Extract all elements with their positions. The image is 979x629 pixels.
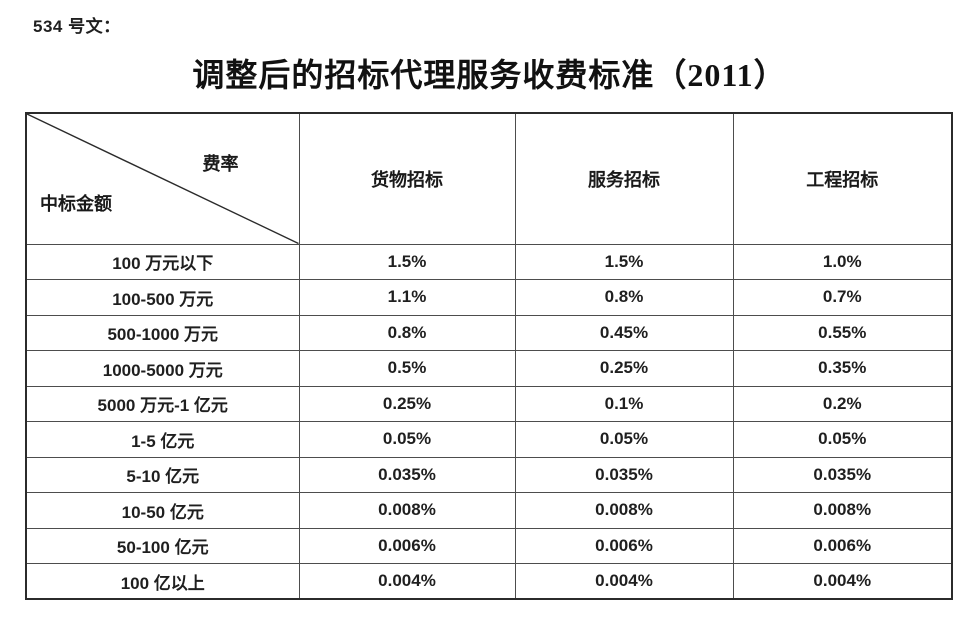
amount-cell: 100 亿以上 <box>25 563 300 600</box>
rate-cell: 1.5% <box>514 243 734 280</box>
rate-cell: 0.004% <box>514 563 734 600</box>
fee-table-body: 100 万元以下 1.5% 1.5% 1.0% 100-500 万元 1.1% 0.8% 0.… <box>25 243 953 600</box>
rate-cell: 0.035% <box>514 456 734 493</box>
rate-cell: 0.05% <box>514 421 734 458</box>
rate-cell: 0.8% <box>514 279 734 316</box>
rate-cell: 0.05% <box>298 421 516 458</box>
amount-cell: 500-1000 万元 <box>25 314 300 351</box>
rate-cell: 0.035% <box>298 456 516 493</box>
rate-cell: 0.55% <box>732 314 953 351</box>
doc-number: 534 号文： <box>33 17 121 36</box>
amount-cell: 100 万元以下 <box>25 243 300 280</box>
table-row: 10-50 亿元 0.008% 0.008% 0.008% <box>25 492 953 529</box>
amount-cell: 10-50 亿元 <box>25 492 300 529</box>
rate-cell: 0.25% <box>298 385 516 422</box>
rate-cell: 0.008% <box>514 492 734 529</box>
rate-cell: 0.25% <box>514 350 734 387</box>
rate-cell: 0.004% <box>732 563 953 600</box>
rate-cell: 0.5% <box>298 350 516 387</box>
table-row: 100 万元以下 1.5% 1.5% 1.0% <box>25 243 953 280</box>
rate-cell: 0.7% <box>732 279 953 316</box>
rate-cell: 0.004% <box>298 563 516 600</box>
corner-header-cell: 费率 中标金额 <box>25 112 300 245</box>
table-row: 100-500 万元 1.1% 0.8% 0.7% <box>25 279 953 316</box>
amount-cell: 1000-5000 万元 <box>25 350 300 387</box>
rate-cell: 0.2% <box>732 385 953 422</box>
table-row: 500-1000 万元 0.8% 0.45% 0.55% <box>25 314 953 351</box>
column-header-goods: 货物招标 <box>298 112 516 245</box>
table-row: 100 亿以上 0.004% 0.004% 0.004% <box>25 563 953 600</box>
rate-cell: 0.05% <box>732 421 953 458</box>
table-row: 5-10 亿元 0.035% 0.035% 0.035% <box>25 456 953 493</box>
rate-cell: 1.5% <box>298 243 516 280</box>
header-row: 费率 中标金额 货物招标 服务招标 工程招标 <box>25 112 953 245</box>
rate-cell: 0.008% <box>732 492 953 529</box>
amount-cell: 5-10 亿元 <box>25 456 300 493</box>
fee-table: 费率 中标金额 货物招标 服务招标 工程招标 100 万元以下 1.5% 1.5% 1… <box>25 112 953 600</box>
amount-cell: 50-100 亿元 <box>25 527 300 564</box>
table-row: 1000-5000 万元 0.5% 0.25% 0.35% <box>25 350 953 387</box>
rate-cell: 0.006% <box>732 527 953 564</box>
rate-cell: 0.006% <box>298 527 516 564</box>
column-header-services: 服务招标 <box>514 112 734 245</box>
column-header-engineering: 工程招标 <box>732 112 953 245</box>
corner-label-rate: 费率 <box>202 154 239 174</box>
rate-cell: 0.8% <box>298 314 516 351</box>
amount-cell: 1-5 亿元 <box>25 421 300 458</box>
amount-cell: 5000 万元-1 亿元 <box>25 385 300 422</box>
amount-cell: 100-500 万元 <box>25 279 300 316</box>
rate-cell: 1.1% <box>298 279 516 316</box>
table-row: 1-5 亿元 0.05% 0.05% 0.05% <box>25 421 953 458</box>
rate-cell: 0.008% <box>298 492 516 529</box>
diagonal-divider-line <box>27 114 299 244</box>
table-row: 50-100 亿元 0.006% 0.006% 0.006% <box>25 527 953 564</box>
rate-cell: 0.1% <box>514 385 734 422</box>
rate-cell: 0.45% <box>514 314 734 351</box>
corner-label-amount: 中标金额 <box>40 193 112 214</box>
table-row: 5000 万元-1 亿元 0.25% 0.1% 0.2% <box>25 385 953 422</box>
rate-cell: 0.006% <box>514 527 734 564</box>
rate-cell: 1.0% <box>732 243 953 280</box>
page-title: 调整后的招标代理服务收费标准（2011） <box>192 57 787 93</box>
rate-cell: 0.035% <box>732 456 953 493</box>
rate-cell: 0.35% <box>732 350 953 387</box>
